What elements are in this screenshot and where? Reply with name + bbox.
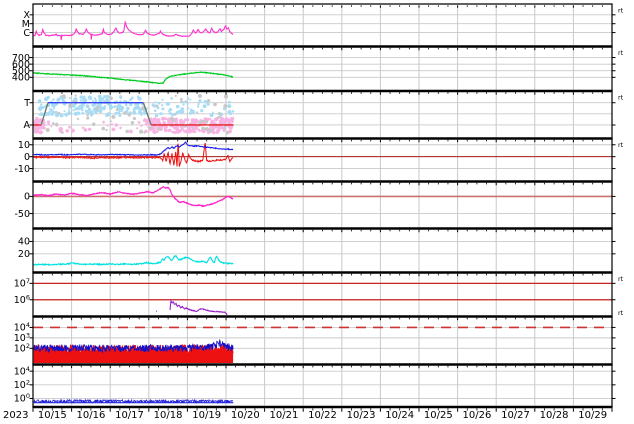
frame [32, 3, 613, 412]
v-gridlines [71, 48, 574, 90]
panel-low-energy-flux [33, 366, 612, 406]
svg-text:0: 0 [24, 152, 30, 163]
date-label: 10/21 [269, 410, 298, 421]
svg-text:-50: -50 [14, 209, 30, 220]
svg-text:0: 0 [24, 192, 30, 203]
rt-label: rt [618, 141, 624, 149]
date-label: 10/24 [385, 410, 414, 421]
svg-text:102: 102 [14, 379, 30, 392]
series-density [33, 254, 234, 267]
svg-text:107: 107 [14, 277, 30, 290]
panel-proton-density [33, 230, 612, 271]
v-gridlines [71, 140, 574, 180]
series-proton-high [33, 338, 234, 354]
svg-text:M: M [22, 19, 30, 30]
date-label: 10/25 [424, 410, 453, 421]
rt-label: rt [618, 7, 624, 15]
panel-xray-flux [33, 5, 612, 45]
svg-text:400: 400 [12, 73, 30, 84]
svg-text:100: 100 [14, 392, 30, 405]
h-gridlines [33, 57, 612, 78]
v-gridlines [71, 230, 574, 271]
date-label: 10/17 [115, 410, 144, 421]
date-label: 10/26 [462, 410, 491, 421]
rt-label: rt [618, 49, 624, 57]
date-label: 10/29 [578, 410, 607, 421]
x-axis-labels: 2023 10/15 10/16 10/17 10/18 10/19 10/20 10/21 1… [3, 410, 607, 421]
year-label: 2023 [3, 410, 28, 421]
svg-text:10: 10 [18, 140, 30, 151]
date-label: 10/27 [501, 410, 530, 421]
series-ramp-down [142, 102, 152, 126]
rt-label: rt [618, 309, 624, 317]
svg-text:T: T [23, 98, 30, 109]
svg-text:104: 104 [14, 365, 30, 378]
panel-proton-flux [33, 318, 612, 363]
rt-label: rt [618, 94, 624, 102]
h-gridlines [33, 370, 612, 399]
series-goes-xray [33, 20, 234, 41]
svg-text:X: X [23, 10, 30, 21]
rt-label: rt [618, 275, 624, 283]
series-electrons [169, 298, 228, 315]
svg-text:106: 106 [14, 293, 30, 306]
panel-imf-b [33, 140, 612, 180]
date-label: 10/28 [540, 410, 569, 421]
scatter-pink-dense [142, 116, 235, 135]
h-gridlines [33, 14, 612, 34]
series-speed [33, 71, 234, 85]
panel-imf-sector [33, 92, 612, 137]
svg-text:40: 40 [18, 237, 30, 248]
scatter-gray [45, 94, 229, 135]
svg-text:700: 700 [12, 53, 30, 64]
right-edge-labels: rt rt rt rt rt rt [618, 7, 624, 318]
v-gridlines [71, 183, 574, 227]
date-label: 10/22 [308, 410, 337, 421]
date-label: 10/19 [192, 410, 221, 421]
panel-dst-index [33, 183, 612, 227]
h-gridlines [33, 241, 612, 255]
svg-text:103: 103 [14, 332, 30, 345]
svg-text:102: 102 [14, 342, 30, 355]
date-label: 10/18 [154, 410, 183, 421]
v-gridlines [71, 318, 574, 363]
svg-text:-10: -10 [14, 164, 30, 175]
date-label: 10/23 [347, 410, 376, 421]
svg-text:600: 600 [12, 59, 30, 70]
v-gridlines [71, 366, 574, 406]
series-bt [33, 141, 234, 157]
series-dst [33, 186, 234, 208]
series-bz [33, 142, 234, 167]
series-ramp-up [40, 102, 49, 126]
svg-text:A: A [24, 120, 31, 131]
date-label: 10/20 [231, 410, 260, 421]
v-gridlines [71, 5, 574, 45]
panel-electron-flux [33, 274, 612, 315]
svg-text:500: 500 [12, 66, 30, 77]
panel-solar-wind-speed [33, 48, 612, 90]
svg-text:20: 20 [18, 249, 30, 260]
date-label: 10/16 [76, 410, 105, 421]
svg-text:104: 104 [14, 321, 30, 334]
date-label: 10/15 [38, 410, 67, 421]
svg-text:C: C [23, 28, 30, 39]
series-noisy-low [33, 398, 234, 405]
